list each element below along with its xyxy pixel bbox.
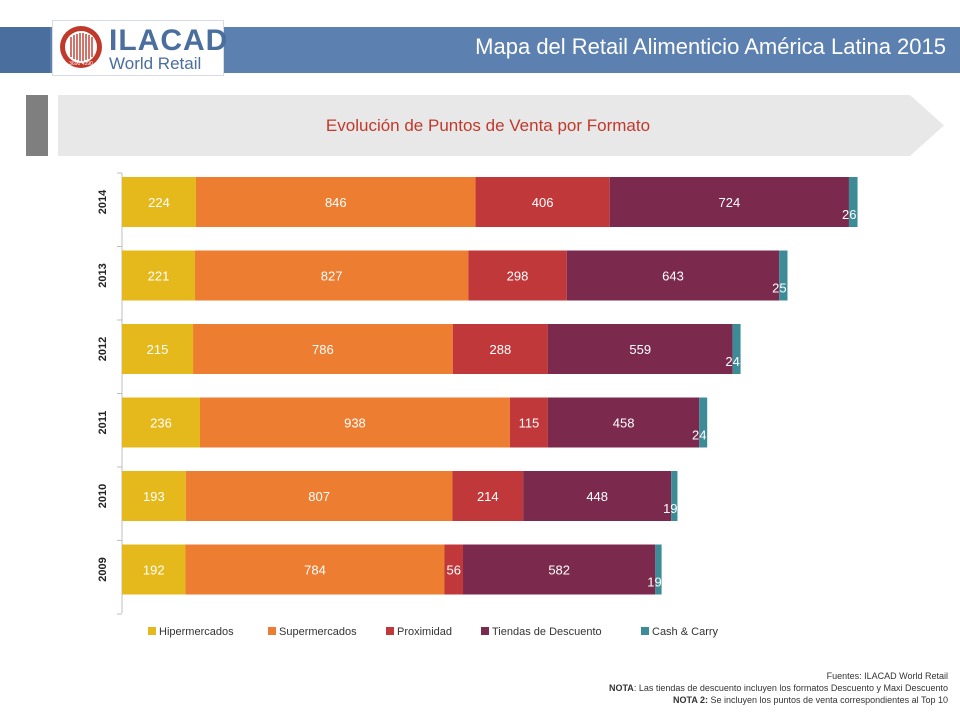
- legend-swatch-hipermercados: [148, 627, 156, 635]
- bar-2013-supermercados: [195, 250, 469, 301]
- data-label-2013-supermercados: 827: [321, 269, 343, 284]
- data-label-2010-hipermercados: 193: [143, 489, 165, 504]
- bar-2013-proximidad: [468, 250, 567, 301]
- bar-2014-cash-carry: [848, 177, 858, 227]
- chart-section-title: Evolución de Puntos de Venta por Formato: [325, 116, 651, 135]
- data-label-2014-proximidad: 406: [532, 195, 554, 210]
- bar-2009-tiendas-de-descuento: [463, 544, 656, 595]
- bar-2011-hipermercados: [122, 397, 200, 448]
- page-title: Mapa del Retail Alimenticio América Lati…: [475, 34, 946, 59]
- category-label-2012: 2012: [97, 337, 109, 361]
- legend-swatch-proximidad: [386, 627, 394, 635]
- data-label-2012-tiendas-de-descuento: 559: [629, 342, 651, 357]
- bar-2013-hipermercados: [122, 250, 196, 301]
- subheader-accent-block: [26, 95, 48, 156]
- bar-2011-proximidad: [509, 397, 548, 448]
- category-label-2014: 2014: [97, 189, 109, 214]
- bar-2011-supermercados: [199, 397, 510, 448]
- data-label-2012-hipermercados: 215: [147, 342, 169, 357]
- bar-2009-proximidad: [444, 544, 464, 595]
- logo-name: ILACAD: [109, 24, 229, 57]
- data-label-2011-cash-carry: 24: [692, 428, 706, 443]
- svg-text:3690 4390: 3690 4390: [69, 61, 93, 67]
- data-label-2014-cash-carry: 26: [842, 207, 856, 222]
- bar-2010-supermercados: [185, 471, 453, 521]
- data-label-2012-supermercados: 786: [312, 342, 334, 357]
- bar-2012-proximidad: [452, 324, 548, 374]
- note-1: NOTA: Las tiendas de descuento incluyen …: [608, 683, 948, 693]
- data-label-2011-tiendas-de-descuento: 458: [613, 416, 635, 431]
- data-label-2010-cash-carry: 19: [663, 501, 677, 516]
- data-label-2011-hipermercados: 236: [150, 416, 172, 431]
- data-label-2009-hipermercados: 192: [143, 563, 165, 578]
- bar-2014-hipermercados: [122, 177, 197, 227]
- data-label-2009-supermercados: 784: [304, 563, 326, 578]
- legend-swatch-tiendas-de-descuento: [481, 627, 489, 635]
- data-label-2012-proximidad: 288: [489, 342, 511, 357]
- legend-label-tiendas-de-descuento: Tiendas de Descuento: [492, 626, 602, 638]
- stacked-bar-chart: 2014 224 846 406 724 26 2013 221 827 298 643 25 2012…: [97, 172, 858, 638]
- data-label-2014-tiendas-de-descuento: 724: [718, 195, 740, 210]
- bar-2012-supermercados: [193, 324, 453, 374]
- bar-2011-cash-carry: [699, 397, 708, 448]
- sources-notes: Fuentes: ILACAD World Retail NOTA: Las t…: [609, 670, 948, 706]
- data-label-2010-supermercados: 807: [308, 489, 330, 504]
- data-label-2013-proximidad: 298: [507, 269, 529, 284]
- logo-subtitle: World Retail: [109, 54, 202, 73]
- legend-label-supermercados: Supermercados: [279, 626, 357, 638]
- bar-2010-hipermercados: [122, 471, 186, 521]
- data-label-2009-cash-carry: 19: [647, 575, 661, 590]
- bar-2010-cash-carry: [671, 471, 678, 521]
- header-bar-left-block: [0, 27, 50, 73]
- data-label-2013-hipermercados: 221: [148, 269, 170, 284]
- data-label-2014-hipermercados: 224: [148, 195, 170, 210]
- legend-label-hipermercados: Hipermercados: [159, 626, 234, 638]
- bar-2014-supermercados: [196, 177, 476, 227]
- category-label-2010: 2010: [97, 484, 109, 508]
- bar-2012-hipermercados: [122, 324, 194, 374]
- bar-2010-tiendas-de-descuento: [523, 471, 672, 521]
- data-label-2014-supermercados: 846: [325, 195, 347, 210]
- data-label-2010-tiendas-de-descuento: 448: [586, 489, 608, 504]
- data-label-2010-proximidad: 214: [477, 489, 499, 504]
- bar-2012-cash-carry: [732, 324, 741, 374]
- sources-line: Fuentes: ILACAD World Retail: [826, 671, 948, 681]
- bar-2009-supermercados: [185, 544, 445, 595]
- subheader-banner: [58, 95, 944, 156]
- category-label-2009: 2009: [97, 557, 109, 581]
- legend-swatch-cash-carry: [641, 627, 649, 635]
- category-label-2011: 2011: [97, 411, 109, 435]
- data-label-2009-proximidad: 56: [447, 563, 461, 578]
- bar-2013-tiendas-de-descuento: [566, 250, 780, 301]
- legend-label-proximidad: Proximidad: [397, 626, 452, 638]
- bar-2011-tiendas-de-descuento: [547, 397, 700, 448]
- data-label-2013-cash-carry: 25: [772, 281, 786, 296]
- bar-2014-proximidad: [475, 177, 610, 227]
- data-label-2011-supermercados: 938: [344, 416, 366, 431]
- legend-swatch-supermercados: [268, 627, 276, 635]
- data-label-2011-proximidad: 115: [519, 416, 540, 431]
- logo: 3690 4390 ILACAD World Retail: [52, 20, 227, 76]
- category-label-2013: 2013: [97, 263, 109, 287]
- bar-2013-cash-carry: [779, 250, 788, 301]
- legend-label-cash-carry: Cash & Carry: [652, 626, 719, 638]
- bar-2009-hipermercados: [122, 544, 186, 595]
- bar-2014-tiendas-de-descuento: [609, 177, 849, 227]
- bar-2012-tiendas-de-descuento: [547, 324, 733, 374]
- note-2: NOTA 2: Se incluyen los puntos de venta …: [672, 695, 948, 705]
- bar-2009-cash-carry: [655, 544, 662, 595]
- data-label-2009-tiendas-de-descuento: 582: [548, 563, 570, 578]
- data-label-2013-tiendas-de-descuento: 643: [662, 269, 684, 284]
- data-label-2012-cash-carry: 24: [725, 354, 739, 369]
- logo-seal-icon: 3690 4390: [60, 26, 102, 68]
- bar-2010-proximidad: [452, 471, 524, 521]
